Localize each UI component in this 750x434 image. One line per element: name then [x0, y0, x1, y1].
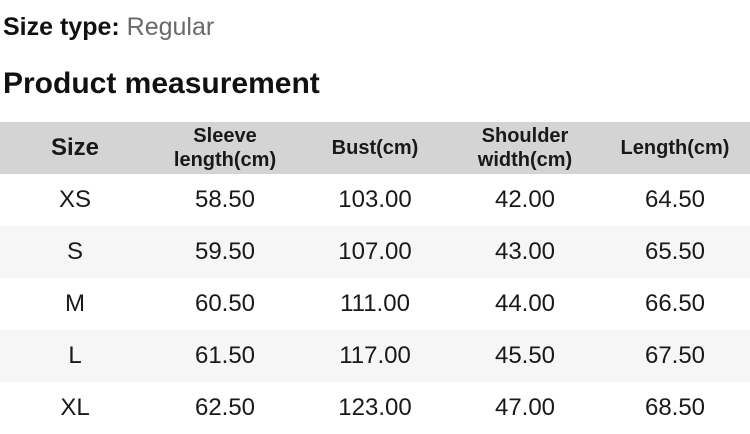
size-type-label: Size type:: [3, 13, 120, 41]
header-cell-size: Size: [50, 133, 100, 161]
header-cell-shoulder-width: Shoulder width(cm): [477, 125, 573, 171]
table-cell: 64.50: [644, 186, 706, 213]
table-row-m: M 60.50 111.00 44.00 66.50: [0, 278, 750, 330]
table-cell: M: [65, 290, 85, 317]
table-cell: 61.50: [194, 342, 256, 369]
header-cell-bust: Bust(cm): [331, 137, 419, 159]
table-cell: 111.00: [340, 290, 410, 317]
table-cell: 65.50: [644, 238, 706, 265]
header-cell-length: Length(cm): [620, 137, 730, 159]
table-cell: L: [68, 342, 82, 369]
table-row-s: S 59.50 107.00 43.00 65.50: [0, 226, 750, 278]
table-cell: 45.50: [494, 342, 556, 369]
size-type-value: Regular: [126, 13, 215, 41]
table-cell: 47.00: [494, 394, 556, 421]
header-cell-sleeve-length: Sleeve length(cm): [173, 125, 277, 171]
table-cell: 58.50: [194, 186, 256, 213]
size-type-heading: Size type: Regular: [0, 12, 750, 42]
table-cell: 42.00: [494, 186, 556, 213]
table-cell: 59.50: [194, 238, 256, 265]
table-row-xs: XS 58.50 103.00 42.00 64.50: [0, 174, 750, 226]
table-cell: 68.50: [644, 394, 706, 421]
table-cell: 117.00: [339, 342, 411, 369]
table-cell: XL: [60, 394, 90, 421]
table-row-xl: XL 62.50 123.00 47.00 68.50: [0, 382, 750, 434]
table-cell: 62.50: [194, 394, 256, 421]
table-cell: 44.00: [494, 290, 556, 317]
table-row-l: L 61.50 117.00 45.50 67.50: [0, 330, 750, 382]
table-cell: 107.00: [338, 238, 412, 265]
table-cell: 60.50: [194, 290, 256, 317]
table-cell: 43.00: [494, 238, 556, 265]
table-cell: XS: [58, 186, 91, 213]
section-title: Product measurement: [3, 67, 320, 100]
table-cell: 67.50: [644, 342, 706, 369]
table-cell: 66.50: [644, 290, 706, 317]
measurement-table: Size Sleeve length(cm) Bust(cm) Shoulder…: [0, 122, 750, 434]
table-cell: 103.00: [338, 186, 412, 213]
table-cell: S: [66, 238, 83, 265]
table-cell: 123.00: [338, 394, 412, 421]
table-header-row: Size Sleeve length(cm) Bust(cm) Shoulder…: [0, 122, 750, 174]
